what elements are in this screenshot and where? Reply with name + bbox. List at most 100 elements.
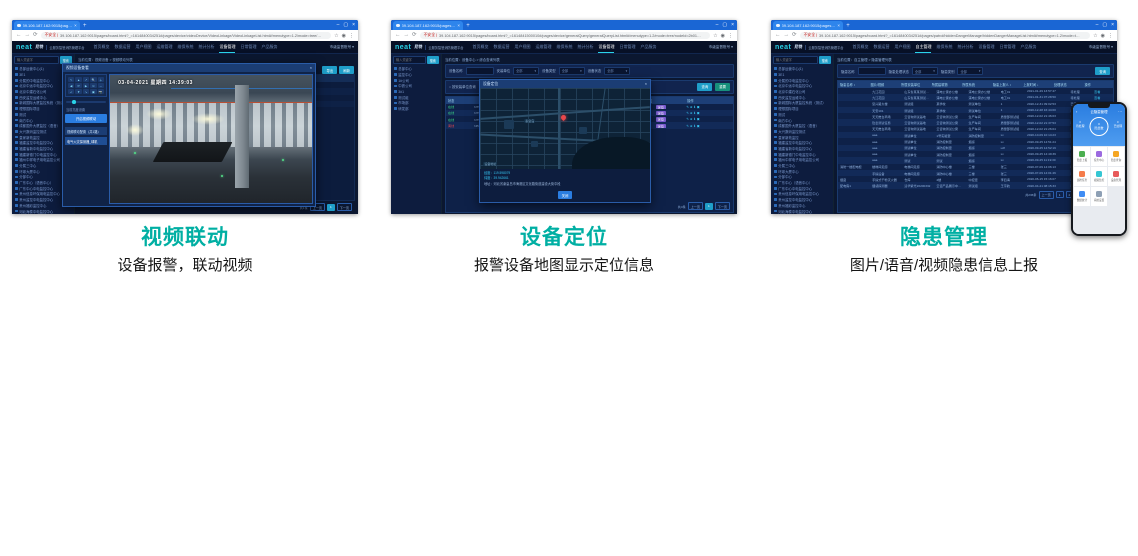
column-header[interactable]: 所属系统 (962, 83, 975, 87)
query-button[interactable]: 查询 (697, 82, 713, 91)
nav-item[interactable]: 首页概览 (472, 44, 489, 49)
tree-node[interactable]: 分部中心 (14, 174, 72, 180)
status-select[interactable]: 全部 ▾ (911, 67, 938, 75)
tree-node[interactable]: 中铁公司 (393, 83, 439, 89)
tree-node[interactable]: 西安监控运维中心 (773, 94, 831, 100)
locate-badge[interactable]: 定位 (655, 110, 666, 116)
tree-node[interactable]: 贵州福彩监控中心 (14, 203, 72, 209)
omnibox[interactable]: 不安全 | 39.104.187.162:9015/pages/board.ht… (799, 31, 1091, 40)
profile-icon[interactable]: ◉ (341, 32, 346, 39)
next-page[interactable]: 下一页 (714, 202, 730, 210)
ptz-button[interactable]: ↗ (82, 77, 90, 82)
next-page[interactable]: 下一页 (336, 203, 352, 211)
nav-item[interactable]: 设备管理 (219, 42, 236, 53)
row-actions[interactable]: ✎ ⊕ ⬇ ▣ (686, 110, 700, 115)
ptz-button[interactable]: 📷 (97, 89, 104, 94)
tree-node[interactable]: 理想国际项目 (773, 106, 831, 112)
brightness-slider[interactable] (66, 100, 106, 104)
column-header[interactable]: 上报时间 ↓ (1023, 83, 1039, 87)
minimize-button[interactable]: – (1095, 22, 1099, 28)
ptz-button[interactable]: ⊙ (90, 83, 97, 88)
nav-item[interactable]: 产品服务 (640, 44, 657, 49)
tree-node[interactable]: 新城国际大厦监控系统（测试） (14, 100, 72, 106)
tree-node[interactable]: 广东中心中电监控中心 (14, 185, 72, 191)
ptz-button[interactable]: ▼ (75, 89, 82, 94)
nav-item[interactable]: 产品服务 (261, 44, 278, 49)
maximize-button[interactable]: ▢ (343, 22, 349, 28)
tree-node[interactable]: 广东中心中电监控中心 (773, 185, 831, 191)
forward-button[interactable]: → (24, 31, 31, 38)
tree-node[interactable]: 福建监控中电监控中心 (773, 140, 831, 146)
prev-page[interactable]: 上一页 (1038, 190, 1054, 199)
locate-badge[interactable]: 定位 (655, 123, 666, 129)
slider-knob[interactable] (72, 100, 76, 104)
status-select[interactable]: 全部 ▾ (604, 67, 631, 75)
tree-node[interactable]: 北京中建石化公司 (773, 89, 831, 95)
tree-node[interactable]: 贵州信息环保用电监控中心 (14, 191, 72, 197)
tree-node[interactable]: 环球大厦中心 (773, 168, 831, 174)
tree-node[interactable]: 总部运营中心(1) (773, 66, 831, 72)
tree-node[interactable]: 监控中心 (393, 72, 439, 78)
user-account[interactable]: 市级监督账号 ▾ (329, 44, 354, 49)
new-tab-button[interactable]: + (82, 23, 87, 29)
prev-page[interactable]: 上一页 (687, 202, 703, 210)
tree-node[interactable]: 分属三中心 (773, 163, 831, 169)
prev-page[interactable]: 上一页 (309, 203, 325, 211)
tree-node[interactable]: 福建新德门中电监控中心 (773, 151, 831, 157)
tree-node[interactable]: 福建监控中电监控中心 (14, 140, 72, 146)
tree-node[interactable]: 大兴数码监控测试 (14, 129, 72, 135)
phone-menu-tile[interactable]: 隐患上报 (1074, 147, 1090, 166)
tree-node[interactable]: 研发部 (393, 106, 439, 112)
column-header[interactable]: 所属建筑物 (931, 83, 948, 87)
back-arrow-icon[interactable]: ‹ (1076, 109, 1078, 114)
back-button[interactable]: ← (775, 31, 781, 38)
unit-select[interactable]: 全部 ▾ (513, 67, 540, 75)
page-1[interactable]: 1 (704, 202, 713, 210)
page-number[interactable]: 1 (1055, 191, 1064, 199)
tree-node[interactable]: 分属三中心 (14, 163, 72, 169)
new-tab-button[interactable]: + (466, 23, 470, 29)
nav-item[interactable]: 维保系统 (556, 44, 573, 49)
tree-node[interactable]: 贵州福彩监控中心 (773, 203, 831, 209)
ptz-button[interactable]: ↘ (82, 89, 90, 94)
browser-tab[interactable]: 39.104.187.162:9015/pages… × (393, 21, 463, 30)
tree-search-input[interactable] (14, 56, 59, 64)
nav-item[interactable]: 数据运营 (493, 44, 510, 49)
column-header[interactable]: 处理状态 (1053, 83, 1067, 87)
nav-item[interactable]: 首页概览 (852, 44, 869, 49)
nav-item[interactable]: 产品服务 (1020, 44, 1037, 49)
ptz-button[interactable]: ＋ (97, 77, 104, 82)
phone-menu-tile[interactable]: 系统设置 (1091, 187, 1107, 206)
close-button[interactable]: × (731, 22, 734, 28)
nav-item[interactable]: 数据运营 (873, 44, 890, 49)
nav-item[interactable]: 日常管理 (619, 44, 636, 49)
tree-node[interactable]: 福建省新中电监控中心 (14, 146, 72, 152)
tree-node[interactable]: 总部运营中心(1) (14, 66, 72, 72)
maximize-button[interactable]: ▢ (722, 22, 728, 28)
forward-button[interactable]: → (403, 31, 410, 38)
more-menu-icon[interactable]: ⋯ (1118, 109, 1122, 114)
tree-node[interactable]: 皇家新苑监控 (14, 134, 72, 140)
column-header[interactable]: 隐患上报人 ↕ (992, 83, 1012, 87)
ptz-button[interactable]: ◀ (68, 83, 75, 88)
tree-node[interactable]: 3#1 (393, 89, 439, 95)
ptz-button[interactable]: ▶ (82, 83, 90, 88)
nav-item[interactable]: 维保系统 (177, 44, 194, 49)
tree-node[interactable]: 1#公司 (393, 77, 439, 83)
tree-node[interactable]: 福建新德门中电监控中心 (14, 151, 72, 157)
category-select[interactable]: 全部 ▾ (957, 67, 984, 75)
minimize-button[interactable]: – (336, 22, 340, 28)
tree-node[interactable]: 福州中祥电子用电监控公司 (773, 157, 831, 163)
tree-node[interactable]: 贵州信息环保用电监控中心 (773, 191, 831, 197)
row-actions[interactable]: ✎ ⊕ ⬇ ▣ (686, 117, 700, 122)
tree-search-input[interactable] (393, 56, 426, 64)
phone-menu-tile[interactable]: 数据统计 (1074, 187, 1090, 206)
tree-node[interactable]: 南方中心 (773, 117, 831, 123)
query-button[interactable]: 查询 (1095, 67, 1110, 75)
tree-node[interactable]: 河北海泰中电监控中心 (773, 208, 831, 214)
modal-close-icon[interactable]: × (309, 66, 312, 70)
back-button[interactable]: ← (395, 31, 401, 38)
browser-tab[interactable]: 39.106.187.162:9015/pag… × (14, 21, 80, 30)
tree-node[interactable]: 分属的中电监控中心 (773, 77, 831, 83)
row-actions[interactable]: ✎ ⊕ ⬇ ▣ (686, 104, 700, 109)
